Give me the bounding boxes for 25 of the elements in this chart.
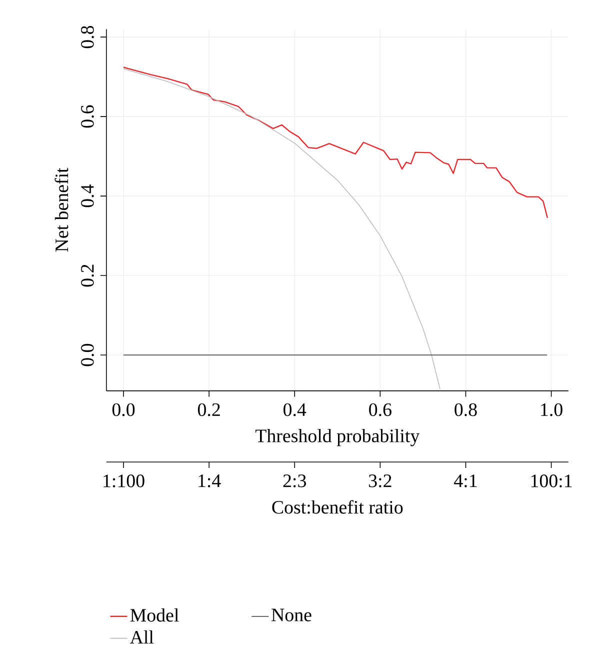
x-tick-label: 0.6	[369, 403, 392, 416]
x-tick-label: 0.8	[454, 403, 477, 416]
y-tick-label: 0.4	[81, 184, 94, 208]
category-label: 1:100	[104, 474, 144, 488]
legend-label: Model	[130, 608, 179, 622]
line-series	[122, 66, 548, 218]
x-tick-label: 0.2	[198, 403, 220, 416]
category-label: 2:3	[283, 474, 306, 488]
line-series	[123, 68, 440, 390]
x-axis-title: Threshold probability	[255, 428, 420, 446]
x-tick-label: 1.0	[541, 403, 562, 416]
category-label: 4:1	[454, 474, 477, 488]
text: Cost:benefit ratio	[272, 500, 403, 514]
y-tick-label: 0.8	[81, 26, 94, 48]
legend-label: None	[272, 608, 312, 622]
category-label: 1:4	[198, 474, 221, 488]
x-tick-label: 0.4	[284, 403, 306, 416]
legend-label: All	[130, 630, 154, 644]
y-tick-label: 0.6	[81, 105, 94, 128]
category-label: 3:2	[368, 474, 392, 488]
y-axis-title: Net benefit	[54, 168, 68, 252]
y-tick-label: 0.0	[81, 344, 94, 366]
y-tick-label: 0.2	[81, 264, 94, 287]
category-label: 100:1	[531, 474, 572, 488]
x-tick-label: 0.0	[112, 403, 135, 416]
